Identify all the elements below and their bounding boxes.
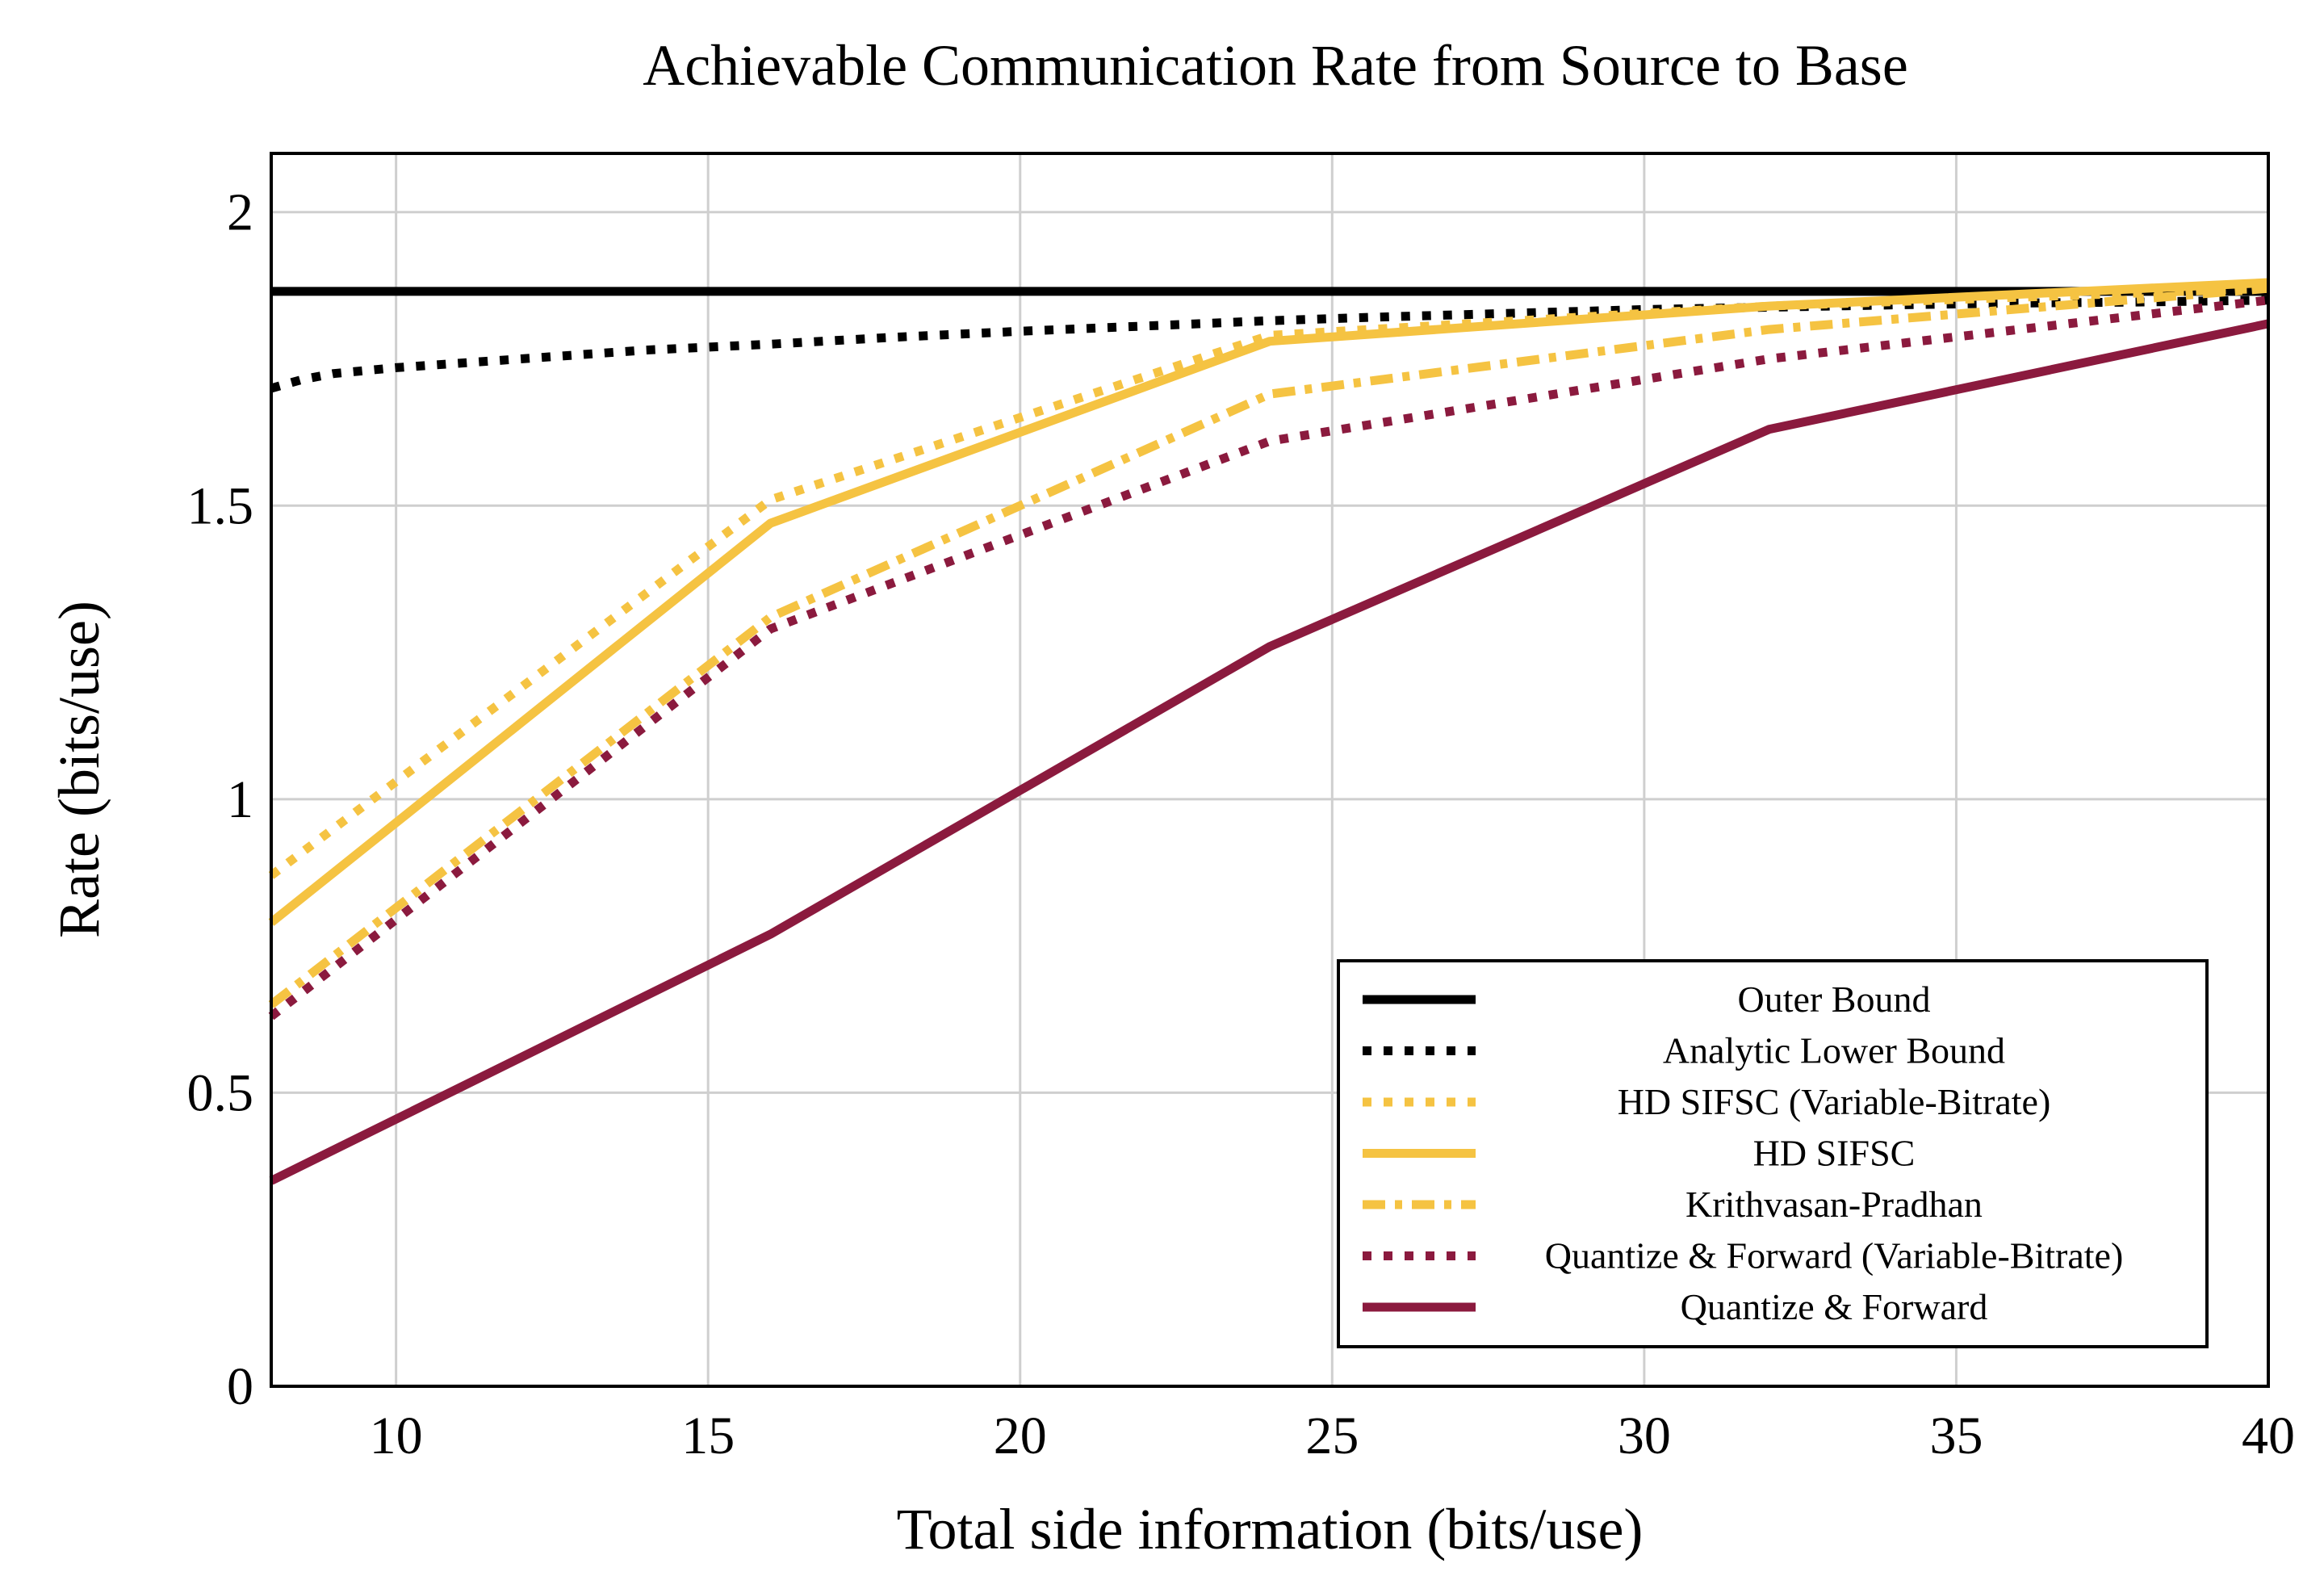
plot-frame [270,152,2270,1388]
legend-label: Quantize & Forward [1681,1286,1988,1327]
legend-label: Quantize & Forward (Variable-Bitrate) [1545,1235,2124,1276]
series-line-quantize-forward [269,319,2270,1185]
tick-labels: 10 15 20 25 30 35 40 0 0.5 1 1.5 2 [187,183,2296,1465]
x-tick-label: 20 [994,1406,1047,1465]
y-tick-label: 1.5 [187,476,254,535]
y-tick-label: 0.5 [187,1063,254,1122]
y-tick-label: 0 [227,1357,253,1416]
chart-title: Achievable Communication Rate from Sourc… [643,33,1908,98]
x-tick-label: 10 [370,1406,423,1465]
legend: Outer Bound Analytic Lower Bound HD SIFSC … [1337,959,2209,1348]
series-line-hd-sifsc [268,278,2269,926]
y-tick-label: 1 [227,770,253,829]
series-layer [268,278,2270,1185]
x-tick-label: 25 [1305,1406,1359,1465]
x-tick-label: 35 [1929,1406,1983,1465]
x-axis-label: Total side information (bits/use) [897,1497,1644,1561]
legend-label: HD SIFSC [1753,1133,1916,1174]
series-line-analytic-lower-bound [270,296,2269,393]
legend-box [1337,959,2209,1348]
y-tick-label: 2 [227,183,253,242]
legend-label: Outer Bound [1738,979,1931,1020]
x-tick-label: 15 [681,1406,735,1465]
legend-label: Krithvasan-Pradhan [1685,1184,1983,1225]
x-tick-label: 40 [2242,1406,2295,1465]
y-axis-label: Rate (bits/use) [47,601,111,938]
legend-label: HD SIFSC (Variable-Bitrate) [1618,1081,2051,1122]
legend-label: Analytic Lower Bound [1663,1030,2005,1071]
x-tick-label: 30 [1618,1406,1671,1465]
series-line-quantize-forward-variable-bitrate [268,296,2269,1021]
series-line-hd-sifsc-variable-bitrate [268,283,2269,879]
